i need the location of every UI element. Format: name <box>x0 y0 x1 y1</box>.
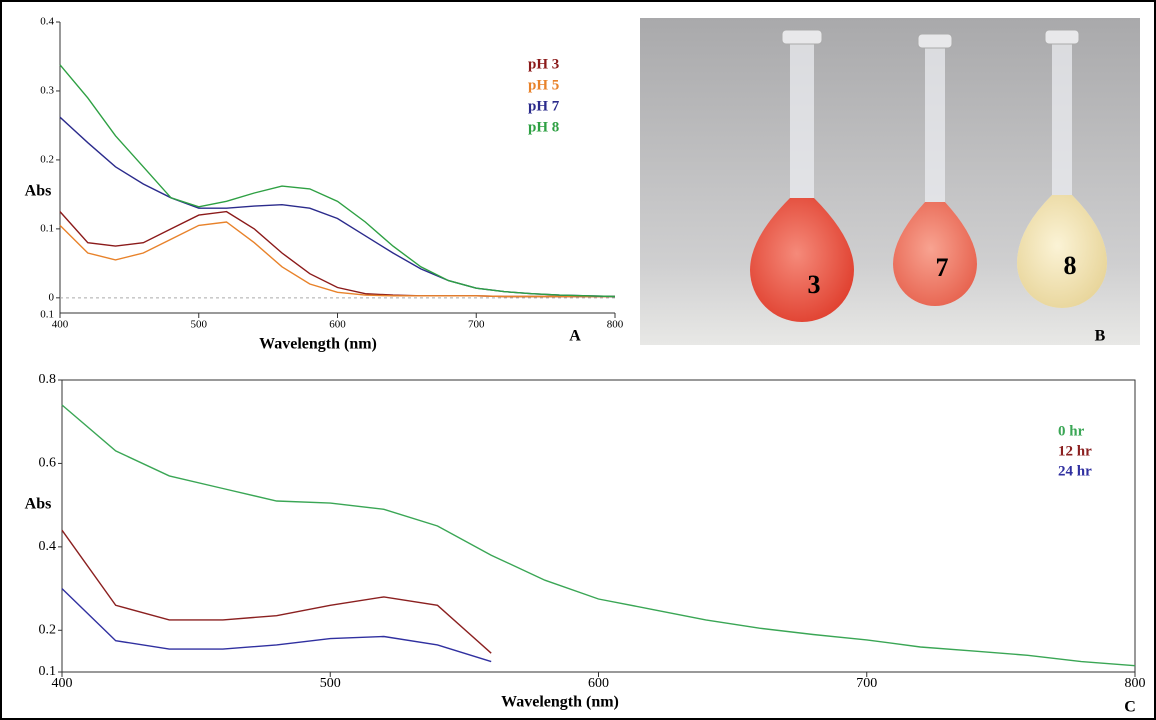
y-tick-label: 0.2 <box>40 153 54 165</box>
panel-label: B <box>1095 328 1106 345</box>
y-tick-label: 0.2 <box>39 623 57 638</box>
y-tick-label: 0.4 <box>40 16 54 28</box>
y-tick-label: 0.8 <box>39 372 57 387</box>
x-tick-label: 800 <box>607 319 624 331</box>
legend-entry: pH 3 <box>528 56 559 72</box>
flask-label: 8 <box>1064 251 1077 280</box>
y-tick-label: 0.3 <box>40 84 54 96</box>
legend-entry: pH 5 <box>528 77 559 93</box>
x-tick-label: 700 <box>856 676 877 691</box>
legend-entry: 12 hr <box>1058 443 1092 459</box>
data-line <box>59 221 615 298</box>
y-tick-label: 0.6 <box>39 456 57 471</box>
flask-label: 3 <box>808 270 821 299</box>
data-line <box>59 116 616 298</box>
flask <box>750 29 854 322</box>
x-axis-label: Wavelength (nm) <box>501 694 619 711</box>
x-tick-label: 500 <box>191 319 208 331</box>
y-tick-label: 0.1 <box>39 664 57 679</box>
y-tick-label: 0 <box>49 291 55 303</box>
x-tick-label: 400 <box>52 676 73 691</box>
y-tick-label: 0.4 <box>39 539 57 554</box>
x-axis-label: Wavelength (nm) <box>259 336 377 353</box>
y-tick-label: 0.1 <box>40 309 54 321</box>
photo: 3 7 8 B <box>640 18 1140 345</box>
plot-frame <box>61 379 1136 673</box>
data-line <box>59 64 616 298</box>
flask-label: 7 <box>936 253 949 282</box>
x-tick-label: 700 <box>468 319 485 331</box>
legend-entry: 24 hr <box>1058 463 1092 479</box>
data-line <box>59 210 615 298</box>
y-axis-label: Abs <box>25 183 52 200</box>
flask <box>1017 29 1107 308</box>
x-tick-label: 800 <box>1125 676 1146 691</box>
data-line <box>61 588 492 663</box>
y-tick-label: 0.1 <box>40 222 54 234</box>
panel-label: A <box>569 328 581 345</box>
x-tick-label: 600 <box>329 319 346 331</box>
panel-label: C <box>1124 699 1136 716</box>
y-axis-label: Abs <box>25 496 52 513</box>
x-tick-label: 500 <box>320 676 341 691</box>
legend-entry: pH 7 <box>528 98 560 114</box>
x-tick-label: 600 <box>588 676 609 691</box>
data-line <box>61 529 492 654</box>
flask <box>893 33 977 306</box>
legend-entry: 0 hr <box>1058 423 1085 439</box>
legend-entry: pH 8 <box>528 119 559 135</box>
data-line <box>61 404 1136 667</box>
x-tick-label: 400 <box>52 319 69 331</box>
